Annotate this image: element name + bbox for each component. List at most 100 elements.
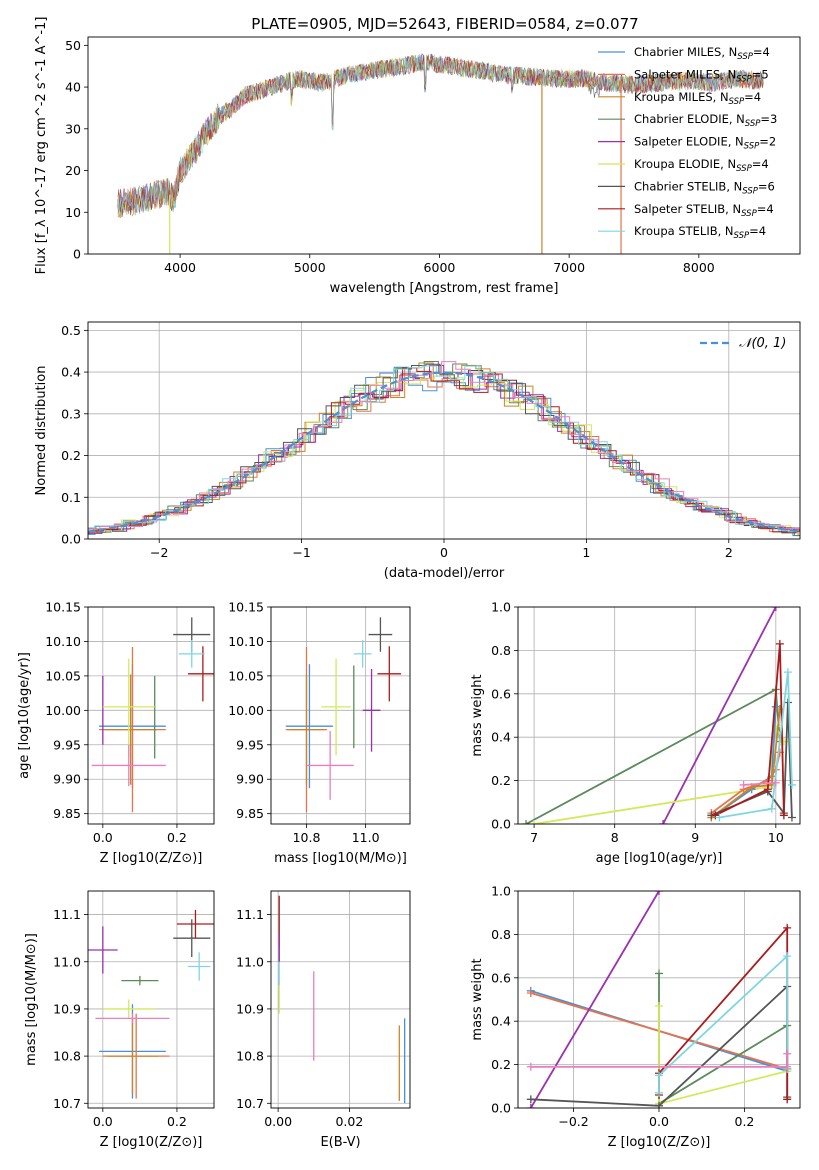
y-tick-label: 0.1 [61, 490, 81, 505]
weight-series-line [710, 708, 781, 819]
y-tick-label: 11.1 [53, 907, 81, 922]
weight-marker [659, 820, 668, 824]
y-tick-label: 1.0 [491, 884, 511, 899]
legend-label-part: Chabrier STELIB, N [634, 179, 742, 193]
histogram-series [88, 375, 800, 532]
spectrum-panel: 4000 5000 6000 7000 8000 0 10 20 30 40 50 wavelengt… [34, 17, 801, 296]
legend-label-subscript: SSP [736, 74, 752, 84]
legend-label-part: =2 [759, 135, 776, 149]
legend-label-subscript: SSP [741, 209, 757, 219]
y-tick-label: 50 [65, 38, 81, 53]
weight-marker [739, 780, 748, 789]
y-tick-label: 9.90 [236, 772, 264, 787]
y-tick-label: 9.95 [236, 737, 264, 752]
x-axis-label: Z [log10(Z/Z⊙)] [100, 1135, 203, 1150]
legend-label: 𝒩(0, 1) [739, 336, 786, 351]
y-tick-label: 11.1 [236, 907, 264, 922]
weight-marker [787, 780, 796, 789]
y-tick-label: 0.2 [491, 773, 511, 788]
x-tick-label: −0.2 [558, 1114, 588, 1129]
x-tick-label: 0.2 [735, 1114, 755, 1129]
y-axis-label: Flux [f_λ 10^-17 erg cm^-2 s^-1 A^-1] [34, 17, 49, 275]
y-tick-label: 11.0 [53, 954, 81, 969]
weight-series-line [658, 954, 789, 1093]
plot-area [88, 909, 214, 1099]
histogram-series [88, 361, 800, 530]
x-tick-label: −2 [150, 545, 168, 560]
x-tick-label: 0 [440, 545, 448, 560]
weight-marker [655, 1002, 663, 1011]
legend-label: Salpeter MILES, NSSP=5 [634, 67, 769, 84]
weight-marker [655, 1101, 663, 1108]
spectrum-series-line [117, 53, 764, 214]
y-tick-label: 0.6 [491, 970, 511, 985]
age-vs-mass-panel: 10.8 11.0 9.85 9.90 9.95 10.00 10.05 10.10 10.15… [228, 600, 411, 866]
y-tick-label: 0.4 [61, 365, 81, 380]
y-tick-label: 0.0 [491, 1101, 511, 1116]
y-tick-label: 10.00 [45, 703, 81, 718]
legend-label-part: =4 [753, 45, 770, 59]
y-tick-label: 10.9 [53, 1001, 81, 1016]
legend-label: Chabrier ELODIE, NSSP=3 [634, 112, 777, 129]
x-axis-label: E(B-V) [320, 1135, 360, 1150]
legend-label: Kroupa STELIB, NSSP=4 [634, 224, 766, 241]
x-tick-label: 9 [691, 830, 699, 845]
y-tick-label: 10.7 [53, 1096, 81, 1111]
weight-series-line [719, 671, 793, 819]
y-tick-label: 10.7 [236, 1096, 264, 1111]
x-tick-label: 1 [582, 545, 590, 560]
y-tick-label: 1.0 [491, 600, 511, 615]
weight-series-line [530, 891, 660, 1108]
figure-title: PLATE=0905, MJD=52643, FIBERID=0584, z=0… [251, 15, 638, 33]
x-tick-label: 8 [611, 830, 619, 845]
x-tick-label: 4000 [164, 260, 196, 275]
weight-marker [787, 813, 796, 822]
plot-area [285, 617, 402, 813]
y-tick-label: 40 [65, 80, 81, 95]
legend-label-part: Chabrier ELODIE, N [634, 112, 745, 126]
x-tick-label: 10 [768, 830, 784, 845]
y-tick-label: 10.00 [228, 703, 264, 718]
x-tick-label: 0.00 [264, 1114, 292, 1129]
weight-marker [779, 811, 788, 820]
legend-label: Chabrier MILES, NSSP=4 [634, 45, 770, 62]
legend-label-part: =4 [744, 90, 761, 104]
y-tick-label: 9.90 [53, 772, 81, 787]
weight-marker [522, 820, 531, 824]
y-tick-label: 0.0 [61, 532, 81, 547]
legend-label-part: Salpeter STELIB, N [634, 202, 741, 216]
x-tick-label: 0.2 [167, 1114, 187, 1129]
y-tick-label: 0.2 [61, 448, 81, 463]
x-tick-label: 0.0 [649, 1114, 669, 1129]
legend-label-part: Chabrier MILES, N [634, 45, 737, 59]
y-axis-label: Normed distribution [34, 366, 49, 496]
weight-marker [526, 1095, 535, 1104]
y-tick-label: 10 [65, 205, 81, 220]
legend-label-subscript: SSP [737, 52, 753, 62]
axes-frame [87, 606, 215, 825]
y-axis-label: mass weight [470, 674, 485, 756]
x-tick-label: 2 [725, 545, 733, 560]
weight-marker [526, 1104, 535, 1108]
weight-marker [783, 1062, 792, 1071]
legend-label-part: Kroupa ELODIE, N [634, 157, 736, 171]
weight-marker [775, 704, 784, 713]
y-tick-label: 10.8 [53, 1049, 81, 1064]
axes-frame [270, 890, 411, 1109]
weight-marker [783, 1095, 792, 1104]
legend-label-part: =5 [752, 67, 769, 81]
legend-label-subscript: SSP [745, 119, 761, 129]
legend-label-part: Kroupa STELIB, N [634, 224, 734, 238]
y-tick-label: 10.8 [236, 1049, 264, 1064]
y-axis-label: mass [log10(M/M⊙)] [24, 933, 39, 1066]
weight-marker [655, 1088, 663, 1097]
axes-frame [87, 890, 215, 1109]
weight-marker [767, 804, 776, 813]
y-tick-label: 0.8 [491, 927, 511, 942]
y-tick-label: 10.05 [228, 668, 264, 683]
y-tick-label: 9.85 [236, 806, 264, 821]
histogram-series [88, 365, 800, 532]
axes-frame [517, 606, 801, 825]
normal-reference-curve [88, 371, 800, 533]
legend-label-subscript: SSP [734, 231, 750, 241]
